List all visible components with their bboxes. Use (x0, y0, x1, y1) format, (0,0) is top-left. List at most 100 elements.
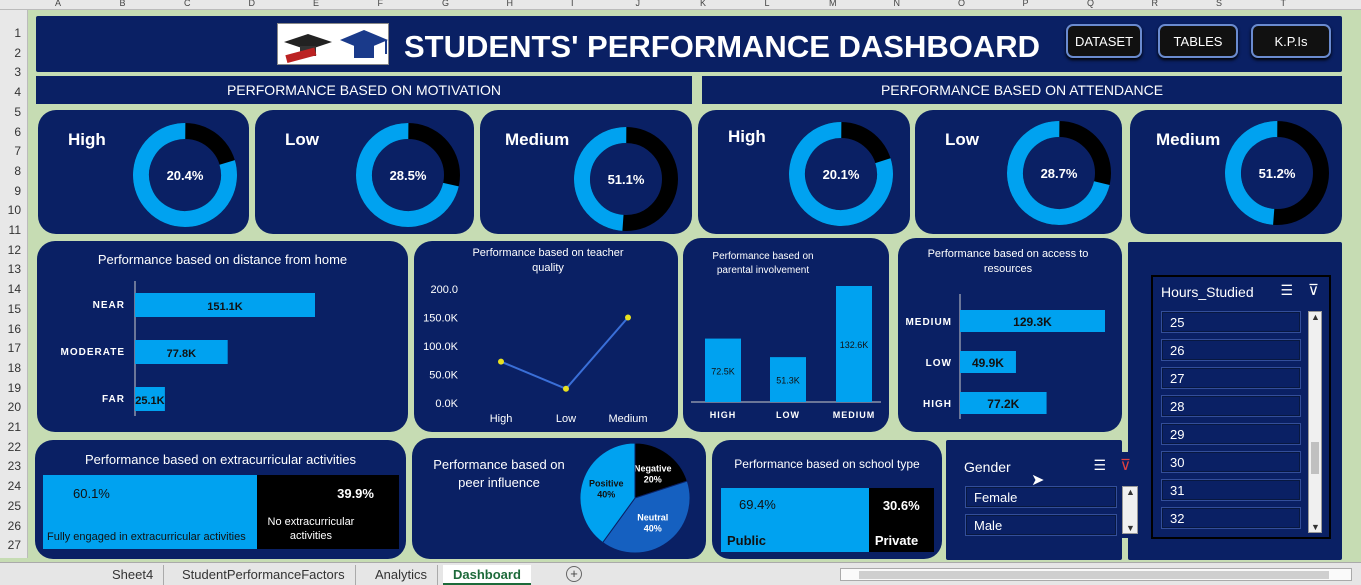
row-number[interactable]: 11 (8, 223, 21, 237)
gender-slicer[interactable]: Gender ☰ ⊽ Female Male ▲ ▼ (956, 452, 1146, 538)
pie-slice (579, 442, 636, 544)
tables-button[interactable]: TABLES (1158, 24, 1238, 58)
clear-filter-icon[interactable]: ⊽ (1308, 282, 1319, 299)
hours-scrollbar[interactable]: ▲ ▼ (1308, 311, 1322, 533)
column-letter[interactable]: Q (1087, 0, 1095, 8)
row-number[interactable]: 4 (14, 85, 21, 100)
row-number[interactable]: 14 (7, 282, 21, 297)
sheet-tab-dashboard[interactable]: Dashboard (443, 565, 531, 585)
hours-studied-slicer[interactable]: Hours_Studied ☰ ⊽ 25 26 27 28 29 30 31 32 ▲ ▼ (1151, 275, 1331, 539)
row-number[interactable]: 6 (14, 124, 21, 139)
column-letter[interactable]: J (635, 0, 641, 8)
column-letter[interactable]: R (1151, 0, 1159, 8)
slicer-item-hours[interactable]: 26 (1161, 339, 1301, 361)
column-letter[interactable]: G (442, 0, 450, 8)
clear-filter-icon[interactable]: ⊽ (1120, 457, 1131, 474)
slicer-item-hours[interactable]: 30 (1161, 451, 1301, 473)
add-sheet-icon[interactable]: + (566, 566, 582, 582)
data-label: 151.1K (207, 301, 243, 313)
row-number[interactable]: 5 (14, 104, 21, 119)
gender-scrollbar[interactable]: ▲ ▼ (1122, 486, 1138, 534)
row-number[interactable]: 18 (7, 360, 21, 375)
row-number[interactable]: 22 (7, 439, 21, 454)
column-letter[interactable]: N (893, 0, 901, 8)
slicer-item-hours[interactable]: 25 (1161, 311, 1301, 333)
scroll-thumb[interactable] (859, 571, 1329, 579)
horizontal-scrollbar[interactable] (840, 568, 1352, 581)
distance-chart-panel: Performance based on distance from home … (37, 241, 408, 432)
slicer-item-female[interactable]: Female (965, 486, 1117, 508)
dataset-button[interactable]: DATASET (1066, 24, 1142, 58)
row-number[interactable]: 12 (7, 242, 21, 257)
row-number[interactable]: 26 (7, 518, 21, 533)
scroll-thumb[interactable] (1311, 442, 1319, 474)
row-number[interactable]: 25 (7, 498, 21, 513)
slicer-title: Hours_Studied (1161, 284, 1254, 300)
distance-chart: NEAR 151.1K MODERATE 77.8K FAR 25.1K (61, 281, 315, 416)
scroll-down-icon[interactable]: ▼ (1126, 523, 1135, 533)
sheet-tab-analytics[interactable]: Analytics (365, 565, 439, 585)
slicer-item-hours[interactable]: 31 (1161, 479, 1301, 501)
column-letter[interactable]: O (958, 0, 966, 8)
not-engaged-segment: 39.9% No extracurricular activities (256, 475, 399, 549)
category-label: Low (556, 413, 576, 425)
column-letter[interactable]: L (764, 0, 770, 8)
sheet-tab-studentperformancefactors[interactable]: StudentPerformanceFactors (172, 565, 356, 585)
donut-value-label: 51.2% (1259, 166, 1296, 181)
row-number[interactable]: 16 (7, 321, 21, 336)
multi-select-icon[interactable]: ☰ (1093, 457, 1106, 473)
scroll-down-icon[interactable]: ▼ (1311, 522, 1320, 532)
parental-involvement-chart: 72.5K HIGH 51.3K LOW 132.6K MEDIUM (691, 286, 881, 420)
data-label: 72.5K (711, 366, 735, 376)
column-letter[interactable]: C (184, 0, 191, 8)
bar (705, 338, 741, 402)
row-number[interactable]: 8 (14, 163, 21, 178)
row-number[interactable]: 15 (7, 301, 21, 316)
sheet-tab-sheet4[interactable]: Sheet4 (102, 565, 165, 585)
sheet-tab-bar: Sheet4 StudentPerformanceFactors Analyti… (0, 562, 1361, 585)
slicer-item-hours[interactable]: 27 (1161, 367, 1301, 389)
scroll-up-icon[interactable]: ▲ (1311, 312, 1320, 322)
row-number[interactable]: 24 (7, 479, 21, 494)
column-letter[interactable]: S (1216, 0, 1223, 8)
column-letter[interactable]: D (248, 0, 256, 8)
row-number[interactable]: 1 (14, 26, 21, 40)
column-letter[interactable]: P (1022, 0, 1029, 8)
row-number[interactable]: 9 (14, 183, 21, 198)
row-number[interactable]: 19 (7, 380, 21, 395)
scroll-up-icon[interactable]: ▲ (1126, 487, 1135, 497)
row-number[interactable]: 27 (7, 538, 21, 553)
slicer-item-male[interactable]: Male (965, 514, 1117, 536)
slicer-item-hours[interactable]: 28 (1161, 395, 1301, 417)
slice-value: 20% (644, 475, 662, 485)
donut-value-label: 28.7% (1041, 166, 1078, 181)
column-letter[interactable]: I (571, 0, 574, 8)
column-letter[interactable]: H (506, 0, 514, 8)
row-number[interactable]: 7 (14, 144, 21, 159)
column-letter[interactable]: M (829, 0, 837, 8)
kpi-donut: 28.5% (356, 123, 460, 227)
bar (135, 340, 228, 364)
kpis-button[interactable]: K.P.Is (1251, 24, 1331, 58)
column-letter[interactable]: T (1280, 0, 1287, 8)
row-number[interactable]: 17 (7, 341, 21, 356)
row-number[interactable]: 21 (7, 420, 21, 434)
slice-name: Positive (589, 479, 624, 489)
column-letter[interactable]: A (55, 0, 62, 8)
resources-chart: MEDIUM 129.3K LOW 49.9K HIGH 77.2K (905, 294, 1105, 419)
kpi-card-attendance-high: High 20.1% (698, 110, 910, 234)
column-letter[interactable]: F (377, 0, 384, 8)
motivation-section-header: PERFORMANCE BASED ON MOTIVATION (36, 76, 692, 104)
slicer-item-hours[interactable]: 32 (1161, 507, 1301, 529)
row-number[interactable]: 2 (14, 45, 21, 60)
slicer-item-hours[interactable]: 29 (1161, 423, 1301, 445)
row-number[interactable]: 13 (7, 262, 21, 277)
multi-select-icon[interactable]: ☰ (1280, 282, 1293, 298)
row-number[interactable]: 10 (7, 203, 21, 218)
column-letter[interactable]: K (700, 0, 707, 8)
row-number[interactable]: 23 (7, 459, 21, 474)
column-letter[interactable]: E (313, 0, 320, 8)
column-letter[interactable]: B (119, 0, 126, 8)
row-number[interactable]: 3 (14, 65, 21, 80)
row-number[interactable]: 20 (7, 400, 21, 415)
